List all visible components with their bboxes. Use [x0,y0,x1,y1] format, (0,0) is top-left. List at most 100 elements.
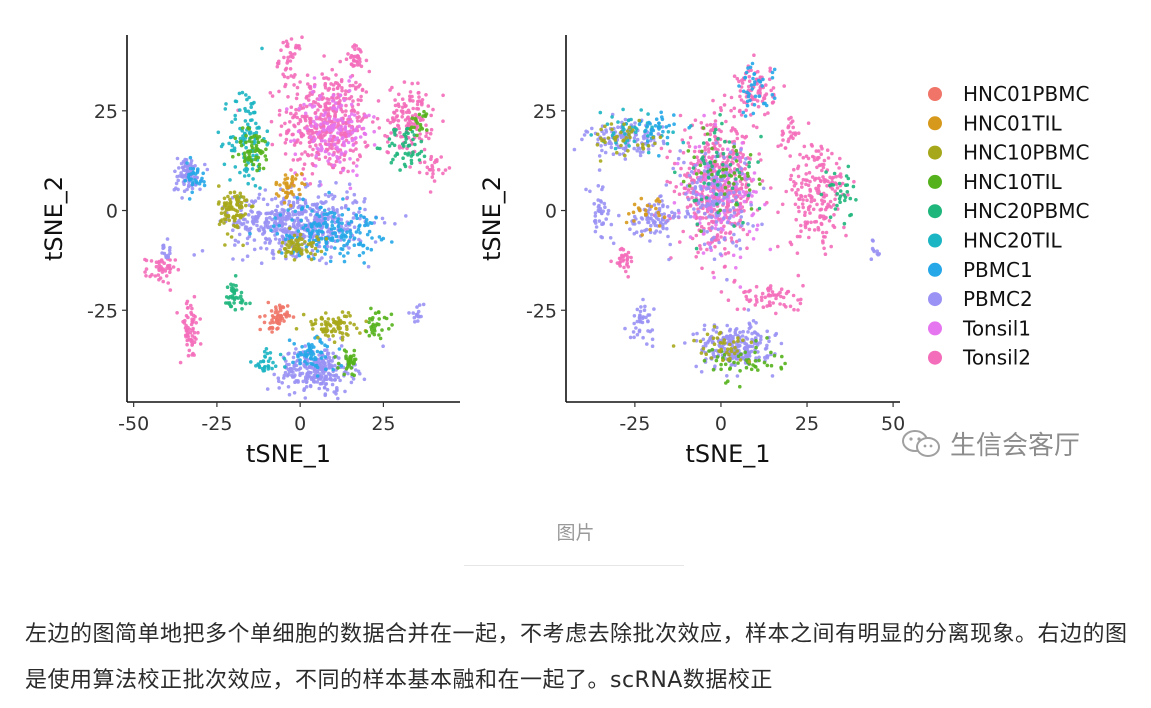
point [341,168,345,173]
point [759,134,763,139]
point [742,199,747,204]
point [239,200,244,205]
point [332,320,336,325]
point [333,246,337,250]
point [301,226,306,230]
point [412,133,417,137]
point [318,180,322,184]
point [657,206,662,211]
point [747,164,751,169]
y-tick-label: -25 [526,300,557,322]
point [364,58,369,63]
point [704,352,708,357]
point [292,391,297,395]
point [635,307,640,312]
point [688,204,693,208]
point [408,98,412,103]
point [694,254,698,259]
point [303,150,307,154]
point [358,48,362,52]
point [414,312,419,317]
point [641,315,646,319]
point [343,113,348,117]
point [739,147,743,152]
point [719,367,723,372]
point [403,118,408,122]
point [268,215,272,220]
point [741,329,745,334]
point [331,93,336,98]
point [764,103,769,108]
point [248,111,252,116]
point [821,230,825,235]
point [363,113,368,118]
point [699,121,704,125]
point [330,67,335,72]
point [747,188,752,192]
point [200,176,204,181]
point [313,336,317,340]
point [711,201,715,206]
point [611,152,616,156]
point [314,124,319,129]
point [592,219,597,224]
point [719,226,723,231]
point [711,336,716,341]
point [769,350,773,355]
point [365,232,370,237]
point [755,300,759,304]
point [252,238,257,242]
point [740,172,745,176]
point [738,247,743,251]
point [326,215,331,219]
point [319,350,323,355]
point [716,172,720,176]
point [416,309,421,314]
point [844,233,848,238]
point [310,162,315,166]
point [287,370,292,374]
point [188,163,193,167]
point [623,326,627,331]
point [266,225,271,230]
point [751,319,756,323]
point [290,373,294,378]
point [355,63,360,67]
point [284,137,289,142]
point [774,311,778,316]
point [618,247,623,252]
point [322,386,327,390]
point [722,196,726,200]
point [234,295,238,300]
point [289,250,294,255]
point [419,149,424,154]
point [292,224,297,229]
point [751,111,756,116]
point [753,350,757,355]
point [700,203,705,207]
point [404,104,408,108]
point [367,113,371,118]
point [349,380,354,385]
point [351,99,355,103]
point [185,187,189,192]
point [277,108,282,113]
x-tick-label: 25 [371,413,395,435]
point [708,335,713,340]
point [338,160,342,164]
point [713,159,717,164]
point [790,188,794,192]
point [698,244,702,248]
point [702,181,706,185]
point [354,127,358,131]
point [740,209,744,214]
point [353,357,358,362]
point [364,329,369,334]
point [623,153,627,158]
point [295,140,299,144]
point [333,101,338,105]
point [283,237,288,241]
point [377,235,382,239]
point [286,55,290,60]
point [796,174,801,179]
